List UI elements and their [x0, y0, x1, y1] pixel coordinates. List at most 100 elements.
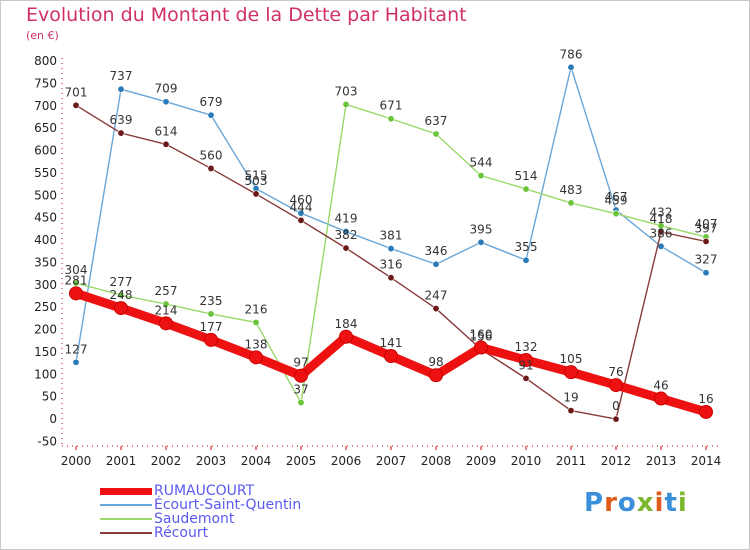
data-label-recourt: 639: [110, 113, 133, 127]
data-point-recourt: [297, 216, 305, 224]
data-point-rumaucourt: [204, 332, 218, 347]
data-label-saudemont: 235: [200, 294, 223, 308]
data-point-ecourt-saint-quentin: [162, 98, 170, 106]
data-point-rumaucourt: [69, 286, 83, 301]
data-point-recourt: [567, 407, 575, 415]
legend-swatch-rumaucourt: [100, 488, 152, 495]
data-label-rumaucourt: 97: [293, 356, 308, 370]
data-label-ecourt-saint-quentin: 419: [335, 212, 358, 226]
data-point-recourt: [612, 415, 620, 423]
data-point-saudemont: [72, 279, 80, 287]
data-label-rumaucourt: 105: [560, 352, 583, 366]
data-label-rumaucourt: 281: [65, 273, 88, 287]
legend-label: Saudemont: [154, 511, 235, 527]
data-label-rumaucourt: 16: [698, 392, 713, 406]
data-point-rumaucourt: [114, 301, 128, 316]
x-tick-label: 2013: [646, 454, 677, 468]
data-label-rumaucourt: 46: [653, 379, 668, 393]
labels-layer: 1277377096795154604193813463953557864673…: [65, 47, 718, 413]
data-label-saudemont: 459: [605, 194, 628, 208]
data-point-recourt: [252, 190, 260, 198]
chart-title: Evolution du Montant de la Dette par Hab…: [26, 4, 467, 26]
data-point-recourt: [702, 237, 710, 245]
x-tick-label: 2011: [556, 454, 587, 468]
data-label-recourt: 701: [65, 85, 88, 99]
data-label-rumaucourt: 160: [470, 327, 493, 341]
y-tick-label: 200: [34, 323, 57, 337]
x-tick-label: 2005: [286, 454, 317, 468]
data-label-recourt: 560: [200, 148, 223, 162]
legend-item-saudemont: Saudemont: [100, 511, 360, 527]
logo-letter: r: [604, 488, 618, 518]
data-point-saudemont: [252, 318, 260, 326]
data-label-saudemont: 304: [65, 263, 88, 277]
legend-item-rumaucourt: RUMAUCOURT: [100, 483, 360, 499]
data-label-ecourt-saint-quentin: 467: [605, 190, 628, 204]
y-tick-label: 500: [34, 188, 57, 202]
data-label-ecourt-saint-quentin: 515: [245, 169, 268, 183]
y-tick-label: 250: [34, 300, 57, 314]
series-layer: [69, 63, 713, 423]
legend-label: RUMAUCOURT: [154, 483, 255, 499]
x-tick-label: 2012: [601, 454, 632, 468]
data-label-rumaucourt: 184: [335, 317, 358, 331]
logo-letter: i: [677, 488, 688, 518]
data-point-saudemont: [567, 199, 575, 207]
data-label-saudemont: 637: [425, 114, 448, 128]
data-label-recourt: 397: [695, 221, 718, 235]
x-tick-label: 2010: [511, 454, 542, 468]
data-point-saudemont: [297, 399, 305, 407]
y-tick-label: 750: [34, 76, 57, 90]
data-label-saudemont: 277: [110, 275, 133, 289]
data-label-rumaucourt: 141: [380, 336, 403, 350]
logo-letter: o: [617, 488, 637, 518]
data-point-ecourt-saint-quentin: [297, 209, 305, 217]
data-point-recourt: [342, 244, 350, 252]
data-point-recourt: [657, 228, 665, 236]
data-point-rumaucourt: [249, 350, 263, 365]
data-label-ecourt-saint-quentin: 346: [425, 244, 448, 258]
data-point-recourt: [72, 101, 80, 109]
data-label-recourt: 418: [650, 212, 673, 226]
y-tick-label: 150: [34, 345, 57, 359]
data-point-ecourt-saint-quentin: [342, 228, 350, 236]
data-label-rumaucourt: 138: [245, 337, 268, 351]
data-label-recourt: 91: [518, 358, 533, 372]
data-point-recourt: [162, 140, 170, 148]
data-label-rumaucourt: 76: [608, 365, 623, 379]
data-point-rumaucourt: [699, 404, 713, 419]
data-label-ecourt-saint-quentin: 395: [470, 222, 493, 236]
proxiti-logo: Proxiti: [584, 488, 688, 518]
y-tick-label: 50: [42, 390, 57, 404]
logo-letter: P: [584, 488, 605, 518]
legend-swatch-saudemont: [100, 518, 152, 520]
data-point-saudemont: [207, 310, 215, 318]
data-point-saudemont: [612, 210, 620, 218]
y-tick-label: 600: [34, 144, 57, 158]
data-point-saudemont: [432, 130, 440, 138]
y-tick-label: 450: [34, 211, 57, 225]
data-point-ecourt-saint-quentin: [72, 358, 80, 366]
data-label-rumaucourt: 132: [515, 340, 538, 354]
data-point-ecourt-saint-quentin: [477, 238, 485, 246]
logo-letter: t: [664, 488, 678, 518]
x-tick-label: 2008: [421, 454, 452, 468]
data-label-ecourt-saint-quentin: 386: [650, 226, 673, 240]
data-label-ecourt-saint-quentin: 737: [110, 69, 133, 83]
x-tick-label: 2002: [151, 454, 182, 468]
data-point-rumaucourt: [159, 316, 173, 331]
data-label-rumaucourt: 214: [155, 303, 178, 317]
data-label-saudemont: 544: [470, 156, 493, 170]
y-tick-label: 800: [34, 54, 57, 68]
data-point-rumaucourt: [474, 340, 488, 355]
y-tick-label: 0: [49, 412, 57, 426]
data-point-saudemont: [342, 100, 350, 108]
data-point-rumaucourt: [654, 391, 668, 406]
x-tick-label: 2001: [106, 454, 137, 468]
data-point-ecourt-saint-quentin: [387, 245, 395, 253]
chart-unit: (en €): [26, 29, 59, 42]
legend-swatch-ecourt-saint-quentin: [100, 504, 152, 506]
data-label-saudemont: 216: [245, 302, 268, 316]
logo-letter: i: [654, 488, 665, 518]
